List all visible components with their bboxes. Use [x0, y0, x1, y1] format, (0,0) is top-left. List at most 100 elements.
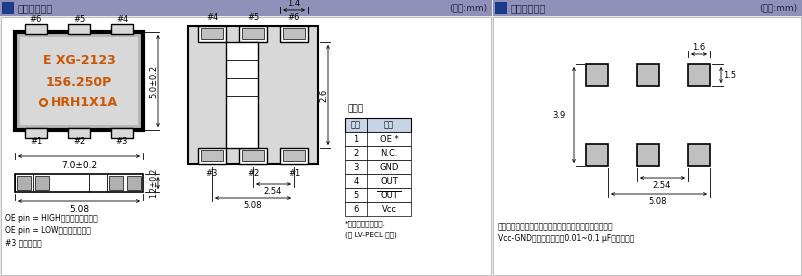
Bar — [345, 174, 411, 188]
Text: 2.6: 2.6 — [319, 88, 328, 102]
Bar — [127, 176, 141, 190]
Text: #4: #4 — [115, 15, 128, 25]
Text: 5.08: 5.08 — [69, 205, 89, 214]
Text: (单位:mm): (单位:mm) — [449, 4, 487, 12]
Text: #6: #6 — [30, 15, 43, 25]
Text: HRH1X1A: HRH1X1A — [51, 95, 118, 108]
Bar — [15, 174, 143, 192]
Bar — [586, 64, 608, 86]
Bar — [345, 188, 411, 202]
Bar — [17, 176, 31, 190]
Text: 7.0±0.2: 7.0±0.2 — [61, 161, 97, 169]
Text: 2.54: 2.54 — [264, 187, 282, 197]
Bar — [0, 0, 492, 16]
Text: #3: #3 — [206, 169, 218, 177]
Text: (只 LV-PECL 输出): (只 LV-PECL 输出) — [345, 231, 397, 238]
Text: 5.0±0.2: 5.0±0.2 — [149, 64, 158, 97]
Text: 5.08: 5.08 — [244, 201, 262, 211]
Bar — [2, 2, 14, 14]
Bar — [201, 150, 223, 161]
Bar — [25, 128, 47, 138]
Bar — [637, 64, 659, 86]
Text: #6: #6 — [288, 14, 300, 23]
Bar — [688, 64, 710, 86]
Text: #5: #5 — [73, 15, 85, 25]
Bar — [283, 150, 305, 161]
Text: 3: 3 — [354, 163, 358, 171]
Text: 6: 6 — [354, 205, 358, 214]
Bar — [493, 17, 801, 275]
Text: #4: #4 — [206, 14, 218, 23]
Bar — [242, 150, 264, 161]
Text: 5.08: 5.08 — [649, 198, 667, 206]
Text: OE pin = LOW：输出为高阻抗: OE pin = LOW：输出为高阻抗 — [5, 226, 91, 235]
Text: 3.9: 3.9 — [553, 110, 566, 120]
Bar — [345, 118, 411, 132]
Text: 1.2±0.2: 1.2±0.2 — [149, 168, 158, 198]
Text: #3: #3 — [115, 137, 128, 147]
Text: 1.4: 1.4 — [287, 0, 301, 7]
Bar — [226, 42, 258, 148]
Text: Vcc: Vcc — [382, 205, 396, 214]
Text: 156.250P: 156.250P — [46, 76, 112, 89]
Bar — [280, 148, 308, 164]
Text: OUT: OUT — [380, 190, 398, 200]
Text: OE pin = HIGH：指定的频率输出: OE pin = HIGH：指定的频率输出 — [5, 214, 98, 223]
Bar — [495, 2, 507, 14]
Text: *）内置的备用功能.: *）内置的备用功能. — [345, 220, 386, 227]
Text: N.C.: N.C. — [380, 148, 398, 158]
Bar — [688, 144, 710, 166]
Text: 5: 5 — [354, 190, 358, 200]
Text: 连接: 连接 — [384, 121, 394, 129]
Bar — [20, 37, 138, 125]
Text: 1: 1 — [354, 134, 358, 144]
Text: 引脚: 引脚 — [351, 121, 361, 129]
Bar — [198, 148, 226, 164]
Text: 1.6: 1.6 — [692, 43, 706, 52]
Bar — [0, 0, 492, 16]
Bar — [109, 176, 123, 190]
Text: 2.54: 2.54 — [653, 182, 671, 190]
Text: 外部尺寸规格: 外部尺寸规格 — [18, 3, 53, 13]
Bar — [345, 202, 411, 216]
Bar — [198, 26, 226, 42]
Bar — [493, 0, 802, 16]
Bar — [242, 28, 264, 39]
Text: #5: #5 — [247, 14, 259, 23]
Text: GND: GND — [379, 163, 399, 171]
Bar — [345, 160, 411, 174]
Text: (单位:mm): (单位:mm) — [759, 4, 797, 12]
Bar — [280, 26, 308, 42]
Bar — [188, 26, 318, 164]
Text: 4: 4 — [354, 176, 358, 185]
Bar — [201, 28, 223, 39]
Bar — [111, 128, 133, 138]
Text: 引脚图: 引脚图 — [347, 105, 363, 113]
Bar — [25, 24, 47, 34]
Text: OE *: OE * — [379, 134, 399, 144]
Text: #1: #1 — [30, 137, 43, 147]
Text: #2: #2 — [73, 137, 85, 147]
Text: OUT: OUT — [380, 176, 398, 185]
Text: 为了维持稳定运行，在接近晶体产品的电源输入端处（在: 为了维持稳定运行，在接近晶体产品的电源输入端处（在 — [498, 222, 614, 231]
Text: E XG-2123: E XG-2123 — [43, 54, 115, 67]
Bar — [586, 144, 608, 166]
Bar — [637, 144, 659, 166]
Bar — [345, 132, 411, 146]
Bar — [68, 24, 90, 34]
Bar — [15, 32, 143, 130]
Bar — [239, 148, 267, 164]
Bar — [1, 17, 491, 275]
Bar — [283, 28, 305, 39]
Bar — [345, 146, 411, 160]
Text: #3 连接到外壳: #3 连接到外壳 — [5, 238, 42, 247]
Text: 2: 2 — [354, 148, 358, 158]
Text: #2: #2 — [247, 169, 259, 177]
Bar — [239, 26, 267, 42]
Text: 推荐焊盘尺寸: 推荐焊盘尺寸 — [511, 3, 546, 13]
Bar — [68, 128, 90, 138]
Text: Vcc-GND之间）添加一个0.01~0.1 μF的去耦电容: Vcc-GND之间）添加一个0.01~0.1 μF的去耦电容 — [498, 234, 634, 243]
Text: #1: #1 — [288, 169, 300, 177]
Text: 1.5: 1.5 — [723, 70, 736, 79]
Bar — [35, 176, 49, 190]
